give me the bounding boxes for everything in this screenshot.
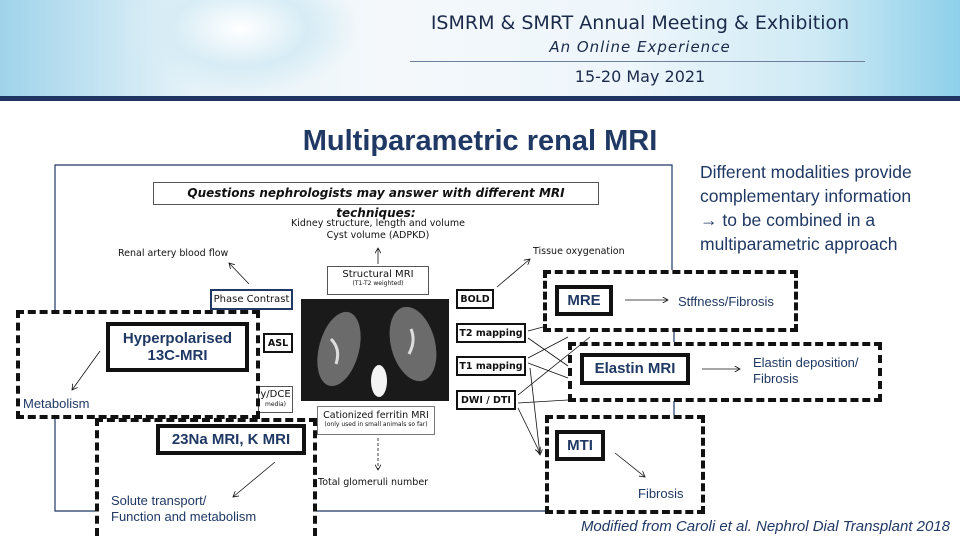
hyperpolarised-line: Hyperpolarised	[122, 329, 233, 347]
stiffness-label: Stffness/Fibrosis	[678, 294, 774, 309]
ferritin-label: Cationized ferritin MRI	[323, 410, 429, 421]
sodium-box: 23Na MRI, K MRI	[156, 424, 306, 455]
kidney-structure-label: Kidney structure, length and volume Cyst…	[290, 218, 466, 242]
glomeruli-label: Total glomeruli number	[318, 477, 429, 488]
dce-note: media)	[264, 401, 287, 408]
banner-divider	[410, 61, 865, 62]
fibrosis-label: Fibrosis	[638, 486, 684, 501]
side-text-line: → to be combined in a	[700, 210, 876, 230]
mti-group	[545, 415, 705, 514]
dwi-dti-box: DWI / DTI	[456, 390, 516, 410]
kidney-structure-line: Cyst volume (ADPKD)	[326, 230, 430, 241]
side-text-line: complementary information	[700, 186, 912, 206]
kidney-structure-line: Kidney structure, length and volume	[291, 218, 465, 229]
phase-contrast-box: Phase Contrast	[210, 289, 293, 310]
citation: Modified from Caroli et al. Nephrol Dial…	[580, 518, 950, 535]
cationized-ferritin-box: Cationized ferritin MRI (only used in sm…	[317, 406, 435, 435]
dce-box: y/DCE media)	[258, 386, 293, 413]
side-text-line: multiparametric approach	[700, 234, 898, 254]
renal-artery-label: Renal artery blood flow	[118, 248, 229, 259]
side-text-line: Different modalities provide	[700, 162, 912, 182]
elastin-result-line: Elastin deposition/	[753, 355, 859, 370]
conference-title: ISMRM & SMRT Annual Meeting & Exhibition	[430, 12, 850, 34]
solute-line: Solute transport/	[111, 493, 207, 508]
elastin-result-label: Elastin deposition/ Fibrosis	[753, 355, 859, 387]
mre-group	[543, 270, 798, 332]
conference-date: 15-20 May 2021	[574, 67, 706, 86]
slide-title: Multiparametric renal MRI	[302, 125, 658, 157]
hyperpolarised-group	[16, 310, 260, 419]
ferritin-note: (only used in small animals so far)	[324, 421, 428, 428]
elastin-box: Elastin MRI	[580, 353, 690, 385]
hyperpolarised-line: 13C-MRI	[147, 347, 208, 364]
banner-hands-image	[120, 0, 360, 96]
metabolism-label: Metabolism	[23, 396, 90, 411]
elastin-group	[568, 342, 882, 402]
t1-mapping-box: T1 mapping	[456, 356, 526, 376]
outer-frame	[54, 164, 675, 512]
tissue-oxygenation-label: Tissue oxygenation	[533, 246, 625, 257]
elastin-result-line: Fibrosis	[753, 371, 799, 386]
mre-box: MRE	[555, 285, 613, 316]
questions-header: Questions nephrologists may answer with …	[153, 182, 599, 220]
solute-line: Function and metabolism	[111, 509, 257, 524]
conference-subtitle: An Online Experience	[549, 38, 731, 56]
banner-bar	[0, 96, 960, 101]
dce-label: y/DCE	[260, 389, 291, 400]
mti-box: MTI	[555, 430, 605, 461]
hyperpolarised-box: Hyperpolarised 13C-MRI	[106, 322, 249, 372]
kidney-mri-image	[301, 299, 449, 401]
sodium-group	[95, 418, 317, 536]
structural-mri-note: (T1-T2 weighted)	[352, 280, 404, 287]
structural-mri-box: Structural MRI (T1-T2 weighted)	[327, 266, 429, 295]
bold-box: BOLD	[456, 289, 494, 309]
asl-box: ASL	[263, 333, 293, 353]
solute-transport-label: Solute transport/ Function and metabolis…	[111, 493, 256, 525]
t2-mapping-box: T2 mapping	[456, 323, 526, 343]
side-text: Different modalities provide complementa…	[700, 160, 960, 256]
structural-mri-label: Structural MRI	[342, 269, 414, 280]
